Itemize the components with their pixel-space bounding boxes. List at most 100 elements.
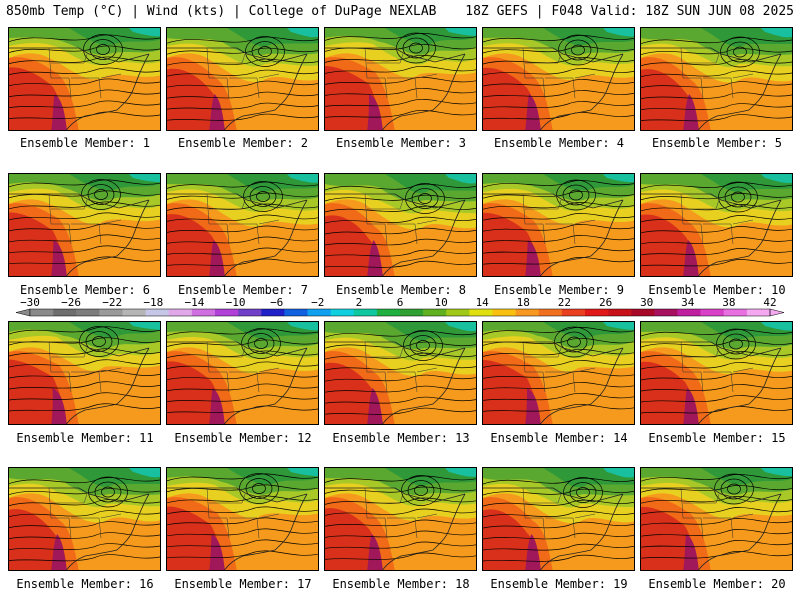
temperature-shading-band-6	[445, 28, 476, 36]
height-contour-line	[641, 340, 792, 348]
coastline	[381, 53, 466, 130]
low-pressure-contour	[254, 338, 268, 349]
temperature-shading-band-8	[641, 361, 699, 424]
colorbar-tick-label: −10	[226, 296, 246, 309]
coastline	[381, 347, 466, 424]
colorbar-tick-label: −2	[311, 296, 324, 309]
height-contour-line	[641, 540, 792, 548]
height-contour-line	[641, 103, 792, 110]
colorbar-tick-label: −26	[61, 296, 81, 309]
temperature-shading-band-9	[209, 534, 225, 570]
low-pressure-contour	[554, 326, 594, 358]
height-contour-line	[641, 496, 792, 504]
height-contour-line	[325, 194, 476, 202]
height-contour-line	[483, 57, 634, 65]
low-pressure-contour	[81, 179, 121, 210]
colorbar-swatch	[168, 309, 193, 316]
state-borders	[522, 341, 596, 393]
height-contour-line	[167, 214, 318, 222]
height-contour-line	[325, 352, 476, 360]
height-contour-line	[9, 392, 160, 401]
coastline	[381, 493, 466, 570]
ensemble-member-caption: Ensemble Member: 18	[332, 577, 470, 591]
state-borders	[206, 341, 280, 393]
height-contour-line	[167, 247, 318, 255]
temperature-shading-band-8	[9, 67, 67, 130]
colorbar-swatch	[446, 309, 470, 316]
border-line	[483, 487, 624, 503]
colorbar-swatch	[700, 309, 725, 316]
temperature-shading-band-9	[367, 388, 383, 424]
ensemble-member-map-9	[482, 173, 635, 277]
state-borders	[206, 193, 280, 245]
height-contour-line	[9, 234, 160, 243]
border-line	[325, 193, 466, 209]
ensemble-member-caption: Ensemble Member: 12	[174, 431, 312, 445]
ensemble-member-map-10	[640, 173, 793, 277]
temperature-shading-band-6	[603, 28, 634, 37]
state-borders	[522, 193, 596, 245]
border-line	[167, 487, 308, 503]
height-contour-line	[325, 519, 476, 527]
low-pressure-contour	[83, 34, 123, 65]
border-line	[641, 341, 782, 357]
height-contour-line	[167, 113, 318, 121]
state-borders	[680, 487, 754, 539]
height-contour-line	[9, 256, 160, 265]
temperature-shading-band-6	[129, 468, 160, 478]
ensemble-member-caption: Ensemble Member: 5	[651, 136, 783, 150]
low-pressure-contour	[403, 330, 443, 361]
low-pressure-contour	[722, 333, 750, 355]
ensemble-member-caption: Ensemble Member: 19	[490, 577, 628, 591]
colorbar-swatch	[723, 309, 748, 316]
low-pressure-contour	[729, 338, 743, 350]
low-pressure-contour	[418, 193, 432, 204]
low-pressure-contour	[718, 181, 758, 213]
temperature-shading-band-6	[287, 28, 318, 38]
height-contour-line	[641, 373, 792, 381]
height-contour-line	[325, 238, 476, 246]
height-contour-line	[9, 45, 160, 53]
ensemble-member-map-18	[324, 467, 477, 571]
height-contour-line	[9, 543, 160, 550]
height-contour-line	[9, 89, 160, 97]
height-contour-line	[483, 370, 634, 379]
height-contour-line	[641, 114, 792, 122]
ensemble-member-map-3	[324, 27, 477, 131]
height-contour-line	[641, 70, 792, 77]
state-borders	[680, 47, 754, 99]
temperature-shading-band-8	[483, 212, 541, 276]
height-contour-line	[9, 510, 160, 517]
colorbar-swatch	[400, 309, 424, 316]
ensemble-member-map-19	[482, 467, 635, 571]
ensemble-member-map-6	[8, 173, 161, 277]
low-pressure-contour	[720, 478, 748, 500]
low-pressure-contour	[96, 44, 110, 55]
low-pressure-contour	[251, 41, 279, 62]
height-contour-line	[325, 530, 476, 538]
height-contour-line	[483, 79, 634, 87]
height-contour-line	[483, 90, 634, 98]
low-pressure-contour	[724, 186, 752, 208]
temperature-shading-band-6	[761, 174, 792, 183]
colorbar-swatch	[76, 309, 100, 316]
height-contour-line	[9, 223, 160, 232]
low-pressure-contour	[563, 477, 603, 508]
colorbar-swatch	[53, 309, 77, 316]
low-pressure-contour	[396, 32, 436, 64]
height-contour-line	[325, 396, 476, 404]
height-contour-line	[167, 539, 318, 548]
height-contour-line	[483, 213, 634, 221]
height-contour-line	[167, 69, 318, 77]
ensemble-member-caption: Ensemble Member: 20	[648, 577, 786, 591]
colorbar-tick-label: 34	[681, 296, 695, 309]
height-contour-line	[325, 374, 476, 382]
ensemble-member-map-20	[640, 467, 793, 571]
ensemble-member-caption: Ensemble Member: 16	[16, 577, 154, 591]
temperature-shading-band-6	[129, 174, 160, 183]
height-contour-line	[9, 488, 160, 495]
border-line	[167, 47, 308, 63]
temperature-shading-band-8	[9, 509, 67, 570]
temperature-shading-band-8	[167, 68, 225, 130]
height-contour-line	[641, 248, 792, 256]
